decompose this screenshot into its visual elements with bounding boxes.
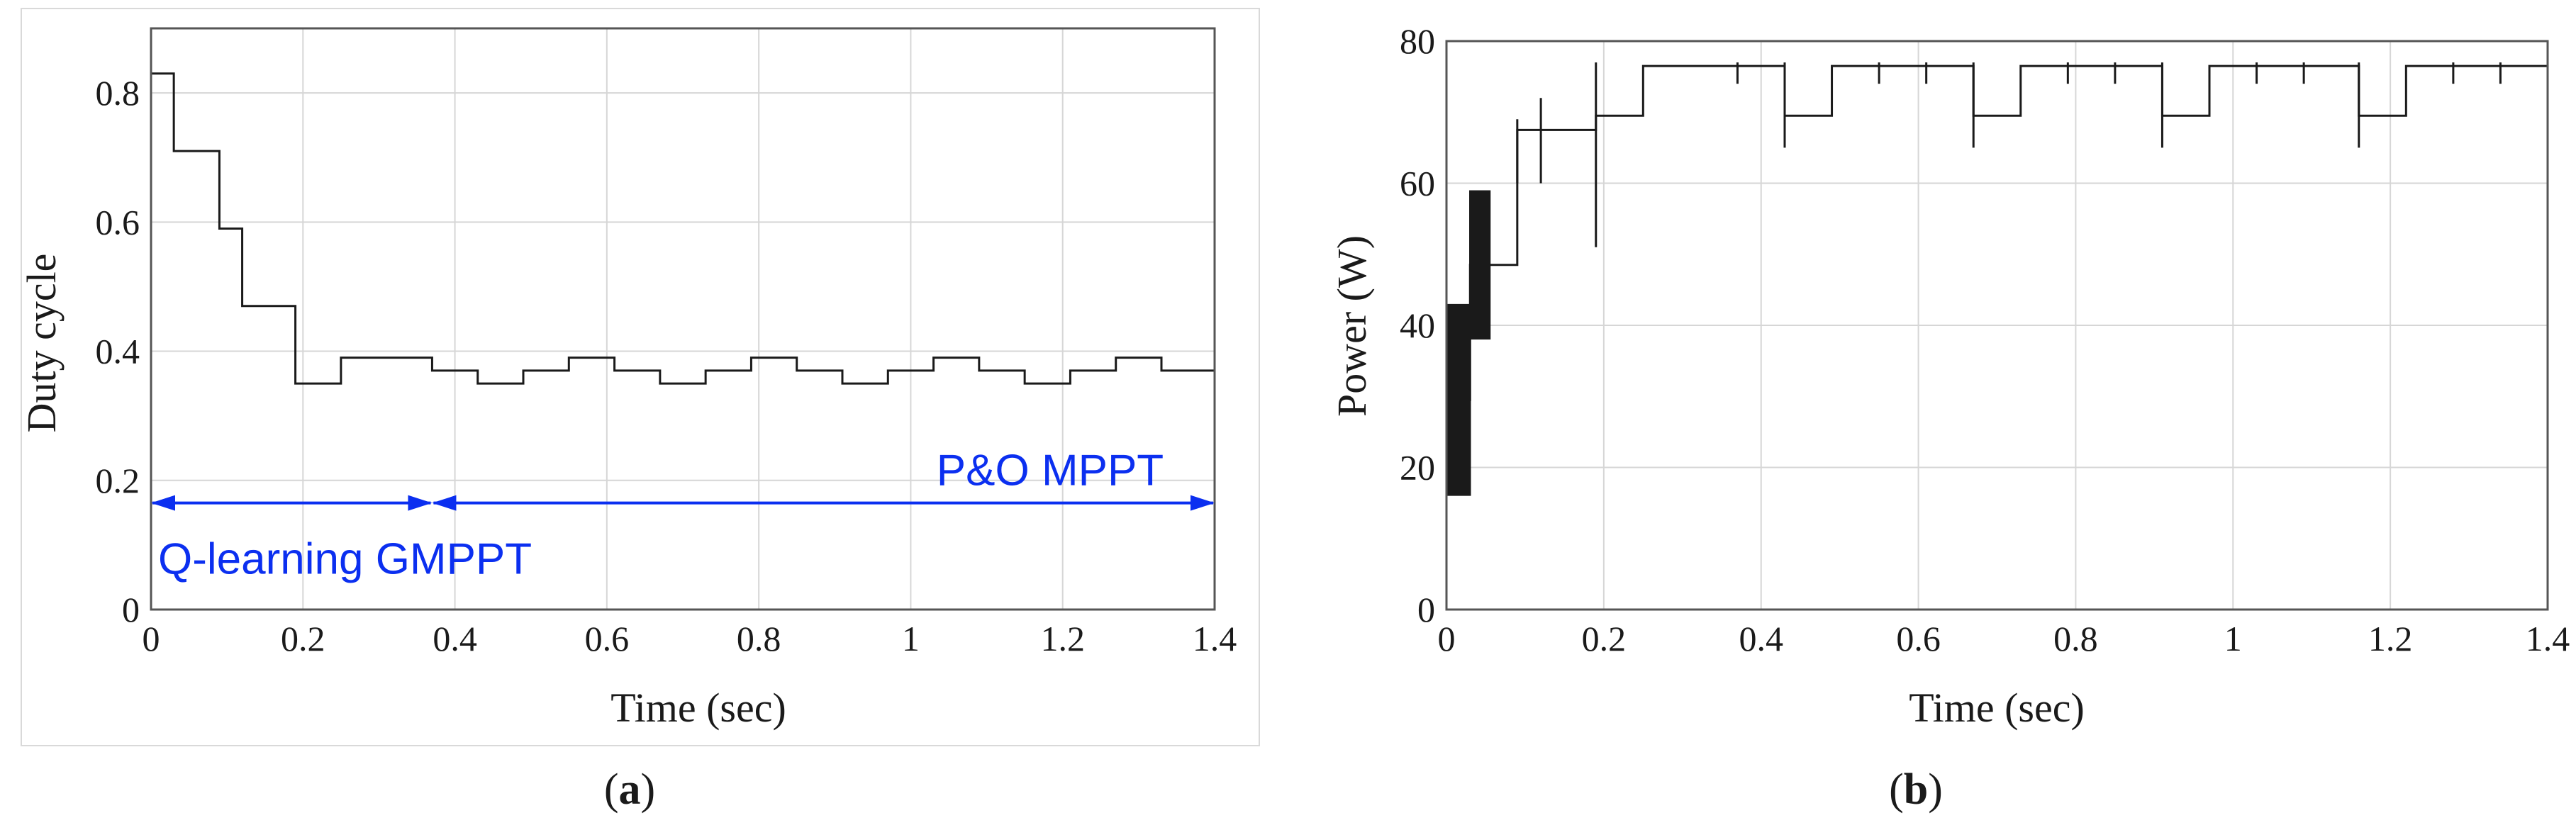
panel-a-duty-cycle: 0 0.2 0.4 0.6 0.8 1 1.2 1.4 0 0.2 0.4 0.6 0.8 Q-lea… xyxy=(18,8,1260,814)
panel-b-series xyxy=(1445,62,2548,496)
x-tick-label: 0.6 xyxy=(585,619,630,658)
arrow-head-right xyxy=(408,495,433,511)
x-tick-label: 0.2 xyxy=(281,619,325,658)
series-line-duty-cycle xyxy=(151,72,1215,385)
y-tick-label: 0.4 xyxy=(96,332,140,371)
x-tick-label: 0 xyxy=(1438,619,1456,658)
arrow-head-left xyxy=(432,495,457,511)
x-tick-label: 1.2 xyxy=(1040,619,1085,658)
panel-a-annotations: Q-learning GMPPT P&O MPPT xyxy=(151,447,1215,584)
panel-a-caption-letter: a xyxy=(619,765,641,814)
arrow-head-right xyxy=(1191,495,1215,511)
panel-b-y-axis-label: Power (W) xyxy=(1329,235,1375,417)
y-tick-label: 0.8 xyxy=(96,73,140,113)
panel-a-axes-frame xyxy=(150,27,1216,611)
x-tick-label: 0.8 xyxy=(737,619,781,658)
panel-a-y-tick-labels: 0 0.2 0.4 0.6 0.8 xyxy=(96,73,140,629)
x-tick-label: 0.4 xyxy=(433,619,477,658)
series-line-power xyxy=(1446,64,2548,401)
y-tick-label: 40 xyxy=(1400,305,1435,345)
panel-a-y-axis-label: Duty cycle xyxy=(18,254,65,433)
panel-a-x-tick-labels: 0 0.2 0.4 0.6 0.8 1 1.2 1.4 xyxy=(143,619,1237,658)
panel-b-caption: (b) xyxy=(1889,765,1943,814)
arrow-head-left xyxy=(151,495,175,511)
panel-b-y-tick-labels: 0 20 40 60 80 xyxy=(1400,21,1435,629)
power-oscillation-band xyxy=(1445,303,1471,496)
y-tick-label: 0 xyxy=(122,590,140,629)
y-tick-label: 80 xyxy=(1400,21,1435,61)
power-oscillation-band xyxy=(1469,190,1491,340)
y-tick-label: 0.6 xyxy=(96,202,140,242)
panel-b-axes-frame xyxy=(1445,40,2549,611)
x-tick-label: 0.2 xyxy=(1582,619,1627,658)
panel-a-series xyxy=(151,72,1215,385)
panel-a-grid xyxy=(150,28,1215,610)
x-tick-label: 0.8 xyxy=(2053,619,2098,658)
y-tick-label: 0 xyxy=(1417,590,1435,629)
x-tick-label: 0 xyxy=(143,619,160,658)
annotation-label: P&O MPPT xyxy=(937,447,1164,495)
x-tick-label: 1.2 xyxy=(2368,619,2413,658)
x-tick-label: 1 xyxy=(2224,619,2242,658)
panel-a-caption: (a) xyxy=(604,765,655,814)
y-tick-label: 0.2 xyxy=(96,461,140,500)
panel-b-grid xyxy=(1446,40,2548,610)
panel-b-x-axis-label: Time (sec) xyxy=(1909,685,2085,731)
x-tick-label: 1 xyxy=(902,619,920,658)
panel-a-outer-border xyxy=(21,8,1260,746)
y-tick-label: 60 xyxy=(1400,164,1435,203)
annotation-label: Q-learning GMPPT xyxy=(158,535,532,584)
x-tick-label: 1.4 xyxy=(1193,619,1237,658)
x-tick-label: 1.4 xyxy=(2526,619,2570,658)
panel-b-x-tick-labels: 0 0.2 0.4 0.6 0.8 1 1.2 1.4 xyxy=(1438,619,2570,658)
x-tick-label: 0.4 xyxy=(1739,619,1783,658)
x-tick-label: 0.6 xyxy=(1896,619,1941,658)
y-tick-label: 20 xyxy=(1400,448,1435,488)
panel-b-power: 0 0.2 0.4 0.6 0.8 1 1.2 1.4 0 20 40 60 80 Time (sec… xyxy=(1329,21,2570,814)
panel-b-caption-letter: b xyxy=(1904,765,1928,814)
panel-a-x-axis-label: Time (sec) xyxy=(610,685,786,731)
